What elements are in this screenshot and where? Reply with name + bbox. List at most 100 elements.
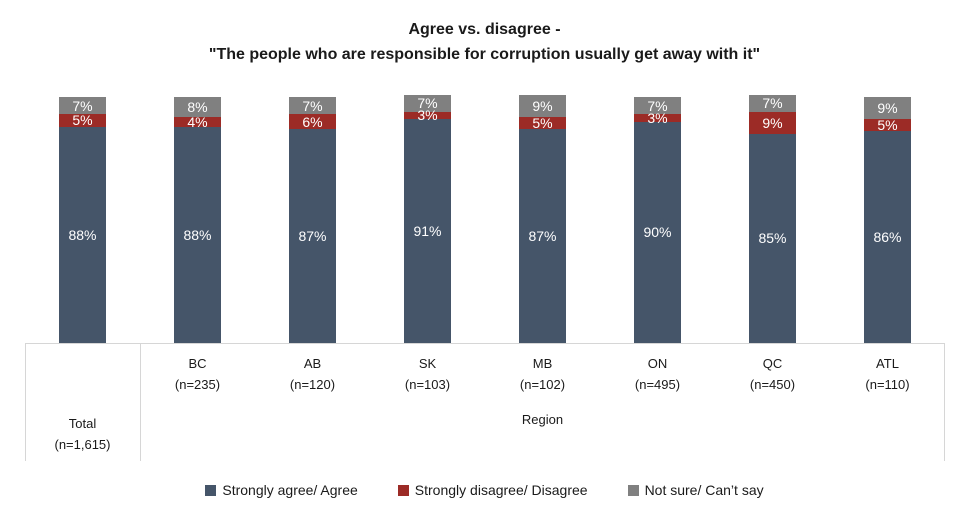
bar-column-ab: 7% 6% 87% bbox=[255, 97, 370, 343]
segment-value-label: 86% bbox=[873, 229, 902, 246]
category-name: MB bbox=[532, 356, 553, 371]
category-label-bc: BC (n=235) bbox=[140, 353, 255, 395]
category-name: ON bbox=[647, 356, 668, 371]
segment-not-sure-can-t-say: 7% bbox=[59, 97, 106, 115]
segment-value-label: 6% bbox=[302, 113, 323, 130]
segment-value-label: 85% bbox=[758, 230, 787, 247]
segment-strongly-disagree-disagree: 5% bbox=[519, 114, 566, 131]
legend-swatch-icon bbox=[205, 484, 217, 496]
segment-strongly-disagree-disagree: 3% bbox=[634, 111, 681, 125]
bar-column-on: 7% 3% 90% bbox=[600, 97, 715, 343]
stacked-bar-atl: 9% 5% 86% bbox=[864, 97, 911, 343]
category-label-mb: MB (n=102) bbox=[485, 353, 600, 395]
legend-label: Strongly agree/ Agree bbox=[222, 482, 358, 498]
segment-value-label: 9% bbox=[532, 97, 553, 114]
segment-strongly-agree-agree: 90% bbox=[634, 121, 681, 343]
segment-not-sure-can-t-say: 9% bbox=[519, 94, 566, 117]
segment-strongly-disagree-disagree: 3% bbox=[404, 108, 451, 122]
segment-value-label: 5% bbox=[532, 114, 553, 131]
category-label-qc: QC (n=450) bbox=[715, 353, 830, 395]
segment-strongly-agree-agree: 88% bbox=[174, 126, 221, 343]
segment-strongly-disagree-disagree: 5% bbox=[59, 112, 106, 129]
stacked-bar-qc: 7% 9% 85% bbox=[749, 94, 796, 343]
segment-value-label: 87% bbox=[528, 227, 557, 244]
segment-value-label: 91% bbox=[413, 223, 442, 240]
stacked-bar-on: 7% 3% 90% bbox=[634, 97, 681, 343]
category-sample-size: (n=1,615) bbox=[54, 437, 111, 452]
segment-not-sure-can-t-say: 7% bbox=[289, 97, 336, 115]
bar-column-atl: 9% 5% 86% bbox=[830, 97, 945, 343]
category-name: AB bbox=[303, 356, 322, 371]
category-sample-size: (n=495) bbox=[634, 377, 681, 392]
segment-strongly-disagree-disagree: 5% bbox=[864, 117, 911, 134]
segment-strongly-agree-agree: 85% bbox=[749, 133, 796, 343]
segment-not-sure-can-t-say: 7% bbox=[404, 94, 451, 112]
stacked-bar-bc: 8% 4% 88% bbox=[174, 97, 221, 343]
legend-label: Strongly disagree/ Disagree bbox=[414, 482, 588, 498]
category-label-on: ON (n=495) bbox=[600, 353, 715, 395]
legend-item-strongly-agree-agree: Strongly agree/ Agree bbox=[205, 482, 358, 498]
category-sample-size: (n=235) bbox=[174, 377, 221, 392]
segment-value-label: 5% bbox=[877, 117, 898, 134]
bar-column-bc: 8% 4% 88% bbox=[140, 97, 255, 343]
segment-value-label: 87% bbox=[298, 227, 327, 244]
segment-value-label: 88% bbox=[68, 226, 97, 243]
stacked-bar-mb: 9% 5% 87% bbox=[519, 94, 566, 343]
segment-strongly-agree-agree: 91% bbox=[404, 119, 451, 343]
segment-value-label: 7% bbox=[72, 97, 93, 114]
segment-value-label: 3% bbox=[647, 109, 668, 126]
segment-value-label: 5% bbox=[72, 112, 93, 129]
category-name: BC bbox=[188, 356, 207, 371]
category-name: Total bbox=[68, 416, 97, 431]
category-label-atl: ATL (n=110) bbox=[830, 353, 945, 395]
segment-strongly-disagree-disagree: 9% bbox=[749, 111, 796, 134]
legend-swatch-icon bbox=[627, 484, 639, 496]
chart-title: Agree vs. disagree - "The people who are… bbox=[0, 17, 969, 67]
category-sample-size: (n=450) bbox=[749, 377, 796, 392]
segment-not-sure-can-t-say: 8% bbox=[174, 97, 221, 117]
legend: Strongly agree/ Agree Strongly disagree/ … bbox=[0, 482, 969, 498]
bar-column-sk: 7% 3% 91% bbox=[370, 94, 485, 343]
category-sample-size: (n=110) bbox=[865, 377, 910, 392]
segment-strongly-disagree-disagree: 6% bbox=[289, 114, 336, 129]
region-axis-label: Region bbox=[521, 412, 564, 427]
category-name: ATL bbox=[876, 356, 899, 371]
axis-divider-left bbox=[25, 343, 26, 461]
segment-value-label: 4% bbox=[187, 113, 208, 130]
stacked-bar-ab: 7% 6% 87% bbox=[289, 97, 336, 343]
legend-item-strongly-disagree-disagree: Strongly disagree/ Disagree bbox=[397, 482, 588, 498]
axis-baseline bbox=[25, 343, 945, 344]
category-name: SK bbox=[418, 356, 437, 371]
category-label-ab: AB (n=120) bbox=[255, 353, 370, 395]
segment-not-sure-can-t-say: 7% bbox=[634, 97, 681, 115]
category-label-sk: SK (n=103) bbox=[370, 353, 485, 395]
category-name: QC bbox=[762, 356, 783, 371]
bar-column-mb: 9% 5% 87% bbox=[485, 94, 600, 343]
segment-strongly-agree-agree: 87% bbox=[519, 128, 566, 343]
legend-label: Not sure/ Can’t say bbox=[644, 482, 764, 498]
segment-value-label: 8% bbox=[187, 98, 208, 115]
category-label-total: Total (n=1,615) bbox=[25, 413, 140, 455]
segment-strongly-agree-agree: 87% bbox=[289, 128, 336, 343]
bar-column-total: 7% 5% 88% bbox=[25, 97, 140, 343]
axis-divider-total bbox=[140, 343, 141, 461]
chart-title-line2: "The people who are responsible for corr… bbox=[208, 46, 761, 63]
axis-divider-right bbox=[944, 343, 945, 461]
segment-strongly-agree-agree: 88% bbox=[59, 126, 106, 343]
segment-value-label: 7% bbox=[647, 97, 668, 114]
segment-value-label: 9% bbox=[877, 100, 898, 117]
category-sample-size: (n=102) bbox=[519, 377, 566, 392]
category-sample-size: (n=120) bbox=[289, 377, 336, 392]
chart-title-line1: Agree vs. disagree - bbox=[408, 21, 561, 38]
legend-swatch-icon bbox=[397, 484, 409, 496]
segment-value-label: 7% bbox=[417, 95, 438, 112]
segment-value-label: 3% bbox=[417, 107, 438, 124]
bar-column-qc: 7% 9% 85% bbox=[715, 94, 830, 343]
segment-strongly-disagree-disagree: 4% bbox=[174, 113, 221, 130]
stacked-bar-sk: 7% 3% 91% bbox=[404, 94, 451, 343]
segment-value-label: 7% bbox=[762, 95, 783, 112]
segment-value-label: 90% bbox=[643, 224, 672, 241]
segment-value-label: 88% bbox=[183, 226, 212, 243]
category-sample-size: (n=103) bbox=[404, 377, 451, 392]
